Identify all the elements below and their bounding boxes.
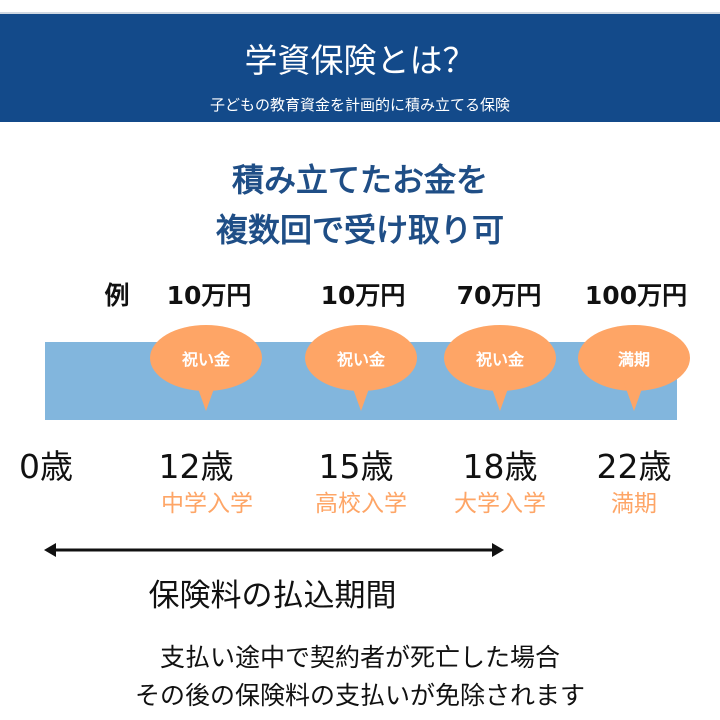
event-junior-high: 中学入学 xyxy=(161,491,253,517)
age-0: 0歳 xyxy=(19,447,73,486)
payment-period-label: 保険料の払込期間 xyxy=(148,578,397,614)
headline-line2: 複数回で受け取り可 xyxy=(215,211,504,249)
event-high-school: 高校入学 xyxy=(315,491,407,517)
event-maturity: 満期 xyxy=(611,491,657,517)
bubble-label: 満期 xyxy=(617,350,650,369)
bubble-12: 祝い金 xyxy=(150,325,262,411)
amount-22: 100万円 xyxy=(584,281,688,310)
top-divider xyxy=(0,12,720,14)
double-arrow-icon xyxy=(44,543,504,557)
note-line1: 支払い途中で契約者が死亡した場合 xyxy=(159,643,560,672)
header-banner: 学資保険とは？ 子どもの教育資金を計画的に積み立てる保険 xyxy=(0,14,720,122)
amount-18: 70万円 xyxy=(456,281,542,310)
page-title: 学資保険とは？ xyxy=(244,41,476,80)
bubble-label: 祝い金 xyxy=(181,350,230,369)
headline-line1: 積み立てたお金を xyxy=(231,161,488,199)
age-18: 18歳 xyxy=(462,447,538,486)
age-22: 22歳 xyxy=(596,447,672,486)
bubble-22: 満期 xyxy=(578,325,690,411)
bubble-18: 祝い金 xyxy=(444,325,556,411)
age-15: 15歳 xyxy=(318,447,394,486)
amount-15: 10万円 xyxy=(320,281,406,310)
amount-12: 10万円 xyxy=(166,281,252,310)
bubble-label: 祝い金 xyxy=(475,350,524,369)
example-label: 例 xyxy=(104,281,130,310)
event-university: 大学入学 xyxy=(454,491,546,517)
note-line2: その後の保険料の支払いが免除されます xyxy=(134,681,585,710)
age-12: 12歳 xyxy=(158,447,234,486)
page-subtitle: 子どもの教育資金を計画的に積み立てる保険 xyxy=(209,96,510,114)
bubble-15: 祝い金 xyxy=(305,325,417,411)
bubble-label: 祝い金 xyxy=(336,350,385,369)
